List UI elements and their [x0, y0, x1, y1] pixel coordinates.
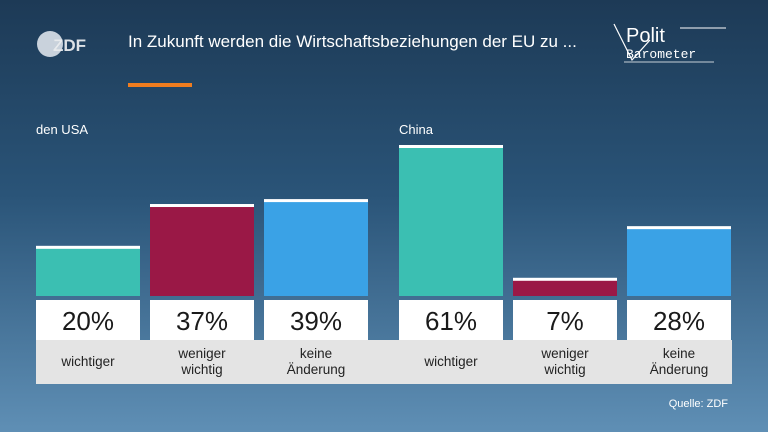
- bar-cap-0-2: [264, 199, 368, 203]
- value-label-1-1: 7%: [513, 300, 617, 340]
- category-label-0-2: keine Änderung: [286, 346, 346, 377]
- zdf-logo: ZDF ZDF: [37, 31, 86, 57]
- category-label-1-1: weniger wichtig: [541, 346, 589, 377]
- group-label-usa: den USA: [36, 122, 89, 137]
- category-label-strip: [36, 340, 732, 384]
- value-label-0-2: 39%: [264, 300, 368, 340]
- svg-text:Polit: Polit: [626, 25, 665, 47]
- bar-cap-1-1: [513, 277, 617, 281]
- title-accent-line: [128, 83, 192, 87]
- category-label-0-1: weniger wichtig: [178, 346, 226, 377]
- bar-cap-0-0: [36, 245, 140, 249]
- category-label-1-0: wichtiger: [424, 354, 478, 369]
- chart-title: In Zukunft werden die Wirtschaftsbeziehu…: [128, 32, 577, 51]
- value-label-1-2: 28%: [627, 300, 731, 340]
- svg-text:ZDF: ZDF: [53, 36, 86, 55]
- source-note: Quelle: ZDF: [668, 398, 728, 410]
- bar-cap-0-1: [150, 204, 254, 208]
- bar-0-1: [150, 205, 254, 296]
- politbarometer-logo: Polit Barometer: [613, 23, 726, 63]
- bar-cap-1-0: [399, 145, 503, 148]
- category-label-0-0: wichtiger: [61, 354, 115, 369]
- value-label-0-1: 37%: [150, 300, 254, 340]
- category-label-1-2: keine Änderung: [649, 346, 709, 377]
- bar-1-2: [627, 227, 731, 296]
- svg-text:ZDF: ZDF: [53, 36, 86, 55]
- value-label-0-0: 20%: [36, 300, 140, 340]
- svg-text:Barometer: Barometer: [626, 47, 696, 62]
- group-label-china: China: [399, 122, 433, 137]
- bar-1-0: [399, 146, 503, 296]
- bar-0-2: [264, 200, 368, 296]
- bar-cap-1-2: [627, 226, 731, 230]
- value-label-1-0: 61%: [399, 300, 503, 340]
- bar-0-0: [36, 246, 140, 296]
- bar-1-1: [513, 278, 617, 296]
